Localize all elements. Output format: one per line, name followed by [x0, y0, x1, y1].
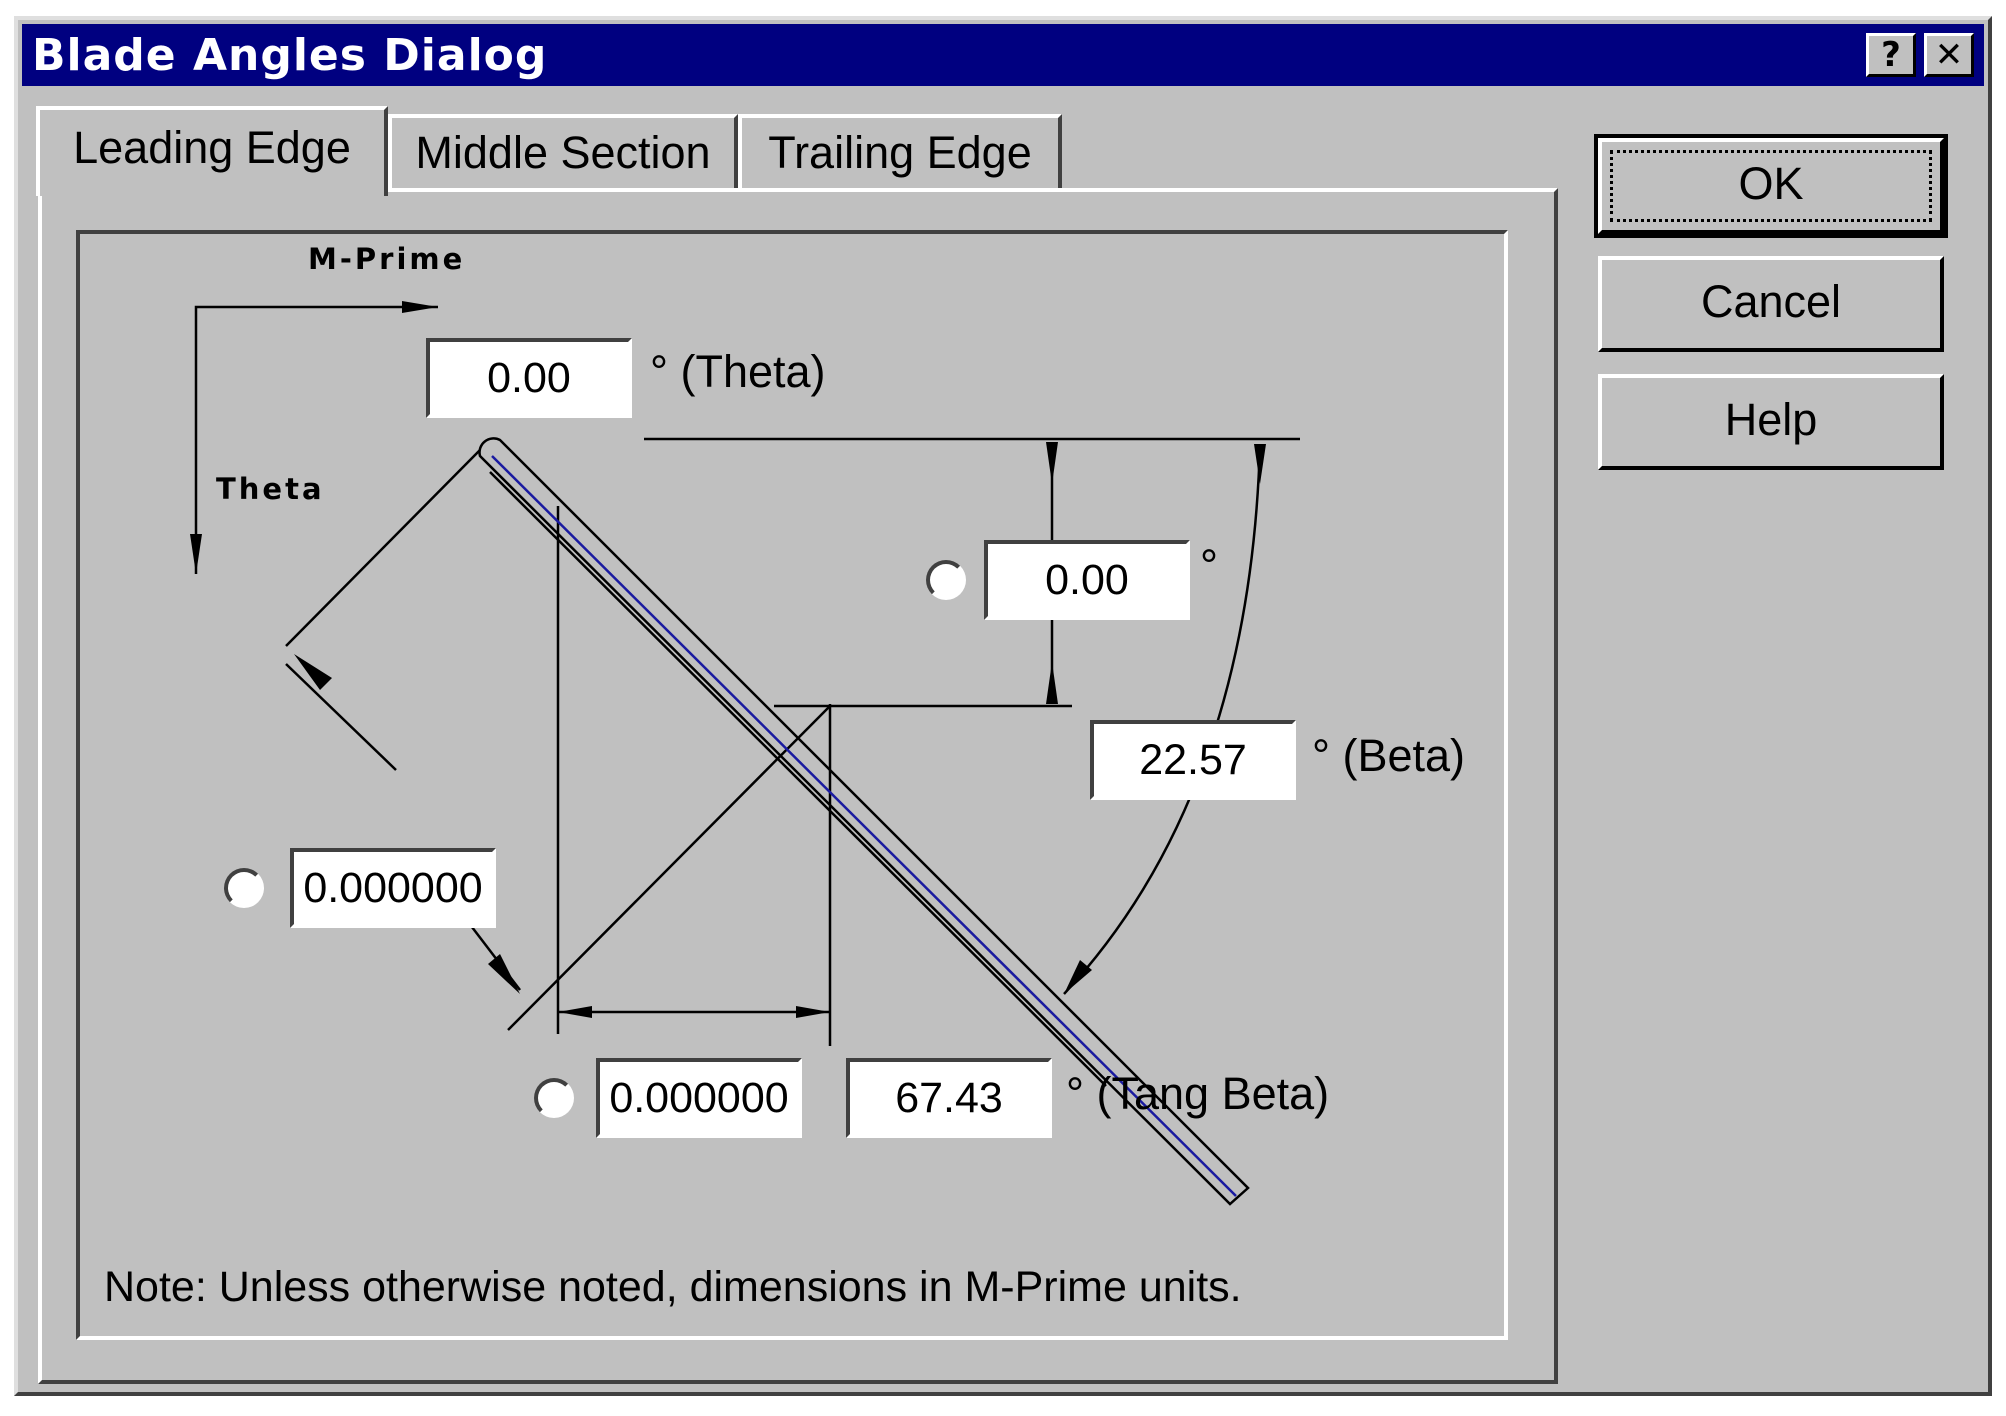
- units-note: Note: Unless otherwise noted, dimensions…: [104, 1263, 1242, 1311]
- tab-panel-leading-edge: [38, 188, 1558, 1384]
- cancel-button[interactable]: Cancel: [1598, 256, 1944, 352]
- axis-lines: [194, 305, 438, 574]
- help-button[interactable]: Help: [1598, 374, 1944, 470]
- help-button-label: Help: [1724, 394, 1818, 445]
- m-prime-arrowhead: [402, 301, 438, 313]
- blade-diagram-lines: [190, 301, 1300, 1206]
- tangential-thickness-radio[interactable]: [534, 1078, 574, 1118]
- top-dim-arrowhead: [1046, 442, 1058, 484]
- tang-dim-arrowhead-left: [558, 1006, 592, 1018]
- normal-thickness-input[interactable]: 0.000000: [290, 848, 496, 928]
- blade-inner-line: [489, 471, 1107, 1087]
- normal-dim-arrowhead-top: [294, 654, 332, 690]
- arc-top-arrowhead: [1254, 444, 1266, 484]
- window-title: Blade Angles Dialog: [32, 30, 548, 81]
- tang-beta-input[interactable]: 67.43: [846, 1058, 1052, 1138]
- ok-button[interactable]: OK: [1594, 134, 1948, 238]
- tang-dim-arrowhead-right: [796, 1006, 830, 1018]
- theta-axis-label: Theta: [216, 472, 325, 506]
- theta-unit-label: ° (Theta): [650, 346, 826, 397]
- beta-unit-label: ° (Beta): [1312, 730, 1466, 781]
- tab-leading-edge[interactable]: Leading Edge: [36, 106, 388, 196]
- close-icon[interactable]: ✕: [1924, 33, 1974, 77]
- theta-arrowhead: [190, 534, 202, 574]
- tangential-thickness-input[interactable]: 0.000000: [596, 1058, 802, 1138]
- cancel-button-label: Cancel: [1700, 276, 1842, 327]
- beta-input[interactable]: 22.57: [1090, 720, 1296, 800]
- camber-line: [491, 455, 1237, 1197]
- normal-dim-arrowhead-bottom: [488, 954, 520, 994]
- bottom-dim-arrowhead: [1046, 662, 1058, 704]
- arc-bottom-arrowhead: [1064, 960, 1092, 994]
- blade-diagram: M-Prime Theta 0.00 ° (Theta) 0.00 ° 22.5…: [76, 230, 1508, 1340]
- tang-beta-unit-label: ° (Tang Beta): [1066, 1068, 1330, 1119]
- angle-radio[interactable]: [926, 560, 966, 600]
- title-bar[interactable]: Blade Angles Dialog ? ✕: [22, 24, 1984, 86]
- active-tab-joint: [40, 186, 384, 194]
- blade-angles-dialog: Blade Angles Dialog ? ✕ Leading Edge Mid…: [14, 16, 1992, 1396]
- theta-input[interactable]: 0.00: [426, 338, 632, 418]
- m-prime-axis-label: M-Prime: [308, 242, 466, 276]
- help-icon[interactable]: ?: [1866, 33, 1916, 77]
- normal-thickness-radio[interactable]: [224, 868, 264, 908]
- angle-input[interactable]: 0.00: [984, 540, 1190, 620]
- tab-middle-section[interactable]: Middle Section: [388, 114, 738, 192]
- ok-button-label: OK: [1738, 158, 1804, 209]
- angle-unit-label: °: [1200, 540, 1218, 591]
- tab-trailing-edge[interactable]: Trailing Edge: [738, 114, 1062, 192]
- focus-rectangle: [1610, 150, 1932, 222]
